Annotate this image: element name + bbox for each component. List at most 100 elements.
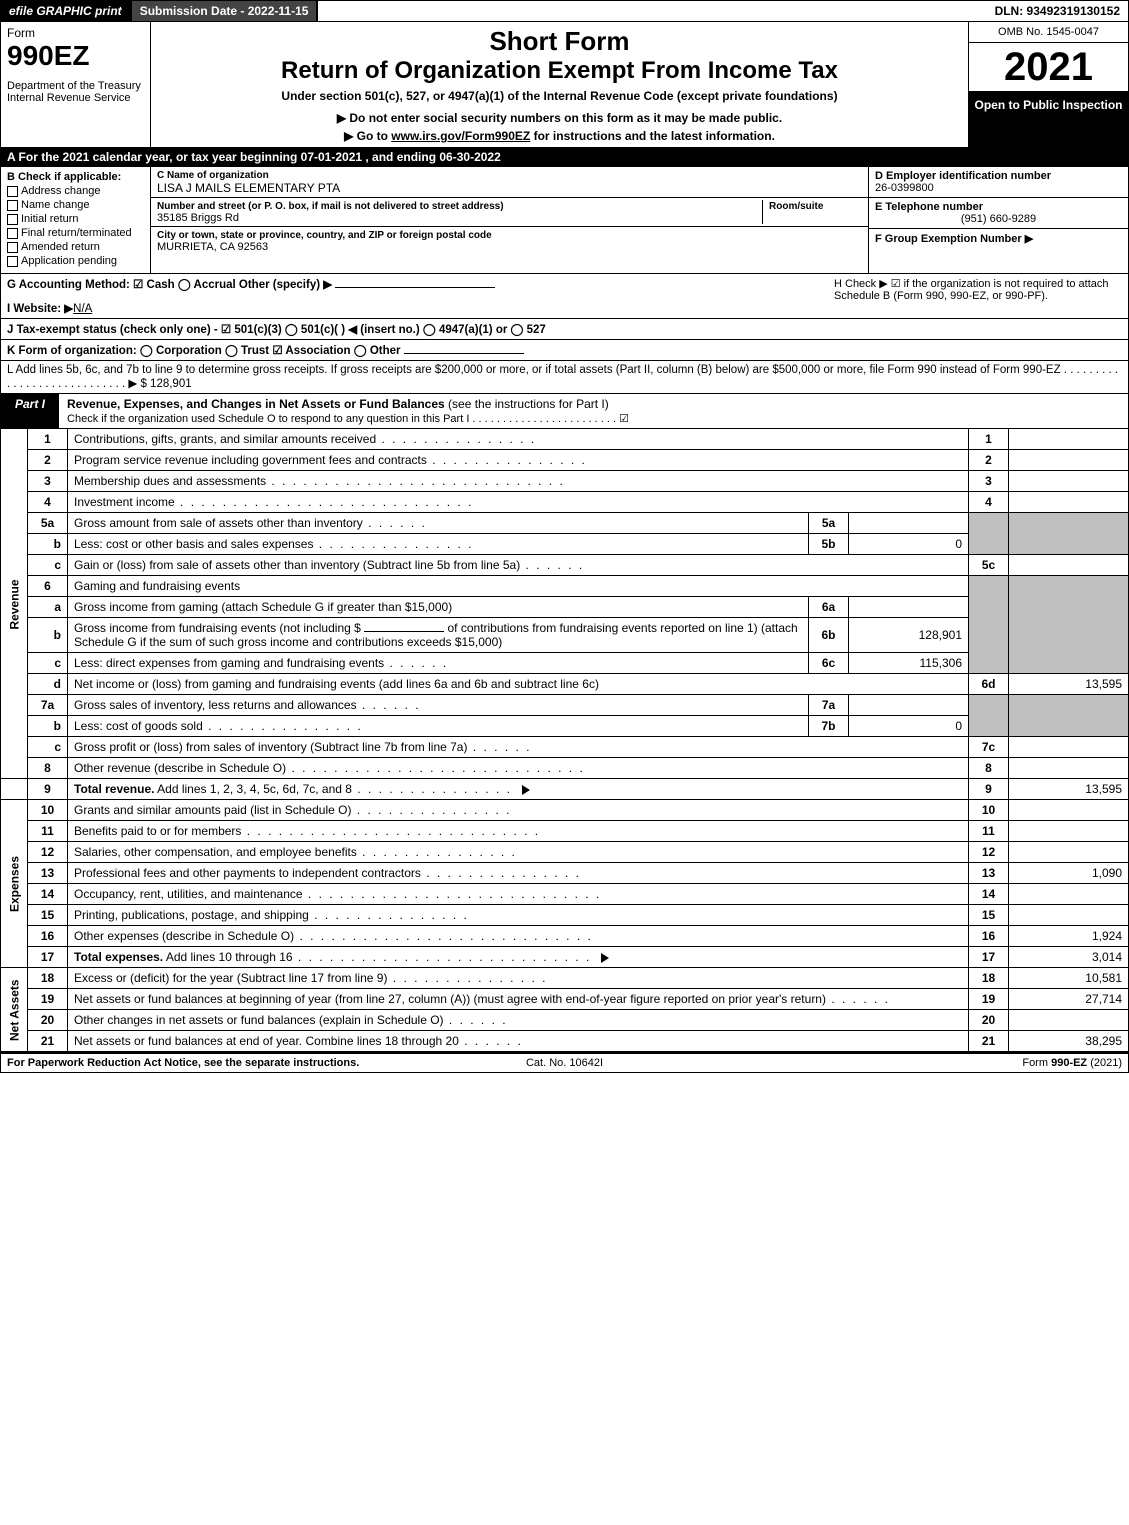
shade-5 xyxy=(969,513,1009,555)
l7c-rn: 7c xyxy=(969,737,1009,758)
l2-rn: 2 xyxy=(969,450,1009,471)
col-gi: G Accounting Method: ☑ Cash ◯ Accrual Ot… xyxy=(1,274,828,318)
footer-right: Form 990-EZ (2021) xyxy=(750,1057,1122,1069)
l19-n: 19 xyxy=(28,989,68,1010)
l8-v xyxy=(1009,758,1129,779)
l17-v: 3,014 xyxy=(1009,947,1129,968)
top-bar: efile GRAPHIC print Submission Date - 20… xyxy=(0,0,1129,22)
j-text: J Tax-exempt status (check only one) - ☑… xyxy=(7,324,546,336)
l14-d: Occupancy, rent, utilities, and maintena… xyxy=(68,884,969,905)
l7c-d: Gross profit or (loss) from sales of inv… xyxy=(68,737,969,758)
l7a-sv xyxy=(849,695,969,716)
line-6b: b Gross income from fundraising events (… xyxy=(1,618,1129,653)
open-to-public: Open to Public Inspection xyxy=(969,92,1128,147)
l11-n: 11 xyxy=(28,821,68,842)
shade-6v xyxy=(1009,576,1129,674)
l6c-d: Less: direct expenses from gaming and fu… xyxy=(68,653,809,674)
shade-7v xyxy=(1009,695,1129,737)
line-13: 13 Professional fees and other payments … xyxy=(1,863,1129,884)
revenue-side-label: Revenue xyxy=(1,429,28,779)
c-name-label: C Name of organization xyxy=(157,170,269,181)
l14-rn: 14 xyxy=(969,884,1009,905)
line-6: 6 Gaming and fundraising events xyxy=(1,576,1129,597)
l5a-sv xyxy=(849,513,969,534)
l12-v xyxy=(1009,842,1129,863)
header-right: OMB No. 1545-0047 2021 Open to Public In… xyxy=(968,22,1128,147)
line-18: Net Assets 18 Excess or (deficit) for th… xyxy=(1,968,1129,989)
c-name-cell: C Name of organization LISA J MAILS ELEM… xyxy=(151,167,868,198)
cb-final-return[interactable]: Final return/terminated xyxy=(7,227,144,239)
d-label: D Employer identification number xyxy=(875,170,1051,182)
l6b-sn: 6b xyxy=(809,618,849,653)
form-title: Return of Organization Exempt From Incom… xyxy=(161,57,958,85)
cb-name-change[interactable]: Name change xyxy=(7,199,144,211)
l5a-n: 5a xyxy=(28,513,68,534)
c-street-row: Number and street (or P. O. box, if mail… xyxy=(151,198,868,227)
cb-application-pending[interactable]: Application pending xyxy=(7,255,144,267)
col-b: B Check if applicable: Address change Na… xyxy=(1,167,151,273)
l15-n: 15 xyxy=(28,905,68,926)
room-suite-label: Room/suite xyxy=(769,201,823,212)
cb-initial-return[interactable]: Initial return xyxy=(7,213,144,225)
line-17: 17 Total expenses. Add lines 10 through … xyxy=(1,947,1129,968)
l6c-sn: 6c xyxy=(809,653,849,674)
line-6a: a Gross income from gaming (attach Sched… xyxy=(1,597,1129,618)
header-left: Form 990EZ Department of the Treasury In… xyxy=(1,22,151,147)
l1-d: Contributions, gifts, grants, and simila… xyxy=(68,429,969,450)
l4-n: 4 xyxy=(28,492,68,513)
l8-rn: 8 xyxy=(969,758,1009,779)
g-accounting: G Accounting Method: ☑ Cash ◯ Accrual Ot… xyxy=(7,279,332,291)
l9-rn: 9 xyxy=(969,779,1009,800)
cb-address-change[interactable]: Address change xyxy=(7,185,144,197)
l6b-d: Gross income from fundraising events (no… xyxy=(68,618,809,653)
l18-v: 10,581 xyxy=(1009,968,1129,989)
l10-rn: 10 xyxy=(969,800,1009,821)
l5c-v xyxy=(1009,555,1129,576)
l7a-sn: 7a xyxy=(809,695,849,716)
l10-n: 10 xyxy=(28,800,68,821)
l16-d: Other expenses (describe in Schedule O) xyxy=(68,926,969,947)
efile-label: efile GRAPHIC print xyxy=(1,1,130,21)
l6d-n: d xyxy=(28,674,68,695)
footer-left: For Paperwork Reduction Act Notice, see … xyxy=(7,1057,379,1069)
footer: For Paperwork Reduction Act Notice, see … xyxy=(0,1052,1129,1073)
l6d-rn: 6d xyxy=(969,674,1009,695)
sub3-pre: ▶ Go to xyxy=(344,129,391,143)
l1-n: 1 xyxy=(28,429,68,450)
line-7a: 7a Gross sales of inventory, less return… xyxy=(1,695,1129,716)
l10-v xyxy=(1009,800,1129,821)
cb-amended-return[interactable]: Amended return xyxy=(7,241,144,253)
form-number: 990EZ xyxy=(7,40,144,72)
c-street-label: Number and street (or P. O. box, if mail… xyxy=(157,201,504,212)
c-city-cell: City or town, state or province, country… xyxy=(151,227,868,255)
org-street: 35185 Briggs Rd xyxy=(157,212,239,224)
l6d-v: 13,595 xyxy=(1009,674,1129,695)
l9-v: 13,595 xyxy=(1009,779,1129,800)
l5c-d: Gain or (loss) from sale of assets other… xyxy=(68,555,969,576)
line-8: 8 Other revenue (describe in Schedule O)… xyxy=(1,758,1129,779)
line-11: 11 Benefits paid to or for members 11 xyxy=(1,821,1129,842)
l6b-sv: 128,901 xyxy=(849,618,969,653)
irs-link[interactable]: www.irs.gov/Form990EZ xyxy=(391,129,530,143)
l17-rn: 17 xyxy=(969,947,1009,968)
line-9: 9 Total revenue. Add lines 1, 2, 3, 4, 5… xyxy=(1,779,1129,800)
l2-n: 2 xyxy=(28,450,68,471)
part1-title: Revenue, Expenses, and Changes in Net As… xyxy=(59,394,1128,428)
l15-v xyxy=(1009,905,1129,926)
col-def: D Employer identification number 26-0399… xyxy=(868,167,1128,273)
line-7b: b Less: cost of goods sold 7b 0 xyxy=(1,716,1129,737)
h-check: H Check ▶ ☑ if the organization is not r… xyxy=(828,274,1128,318)
part1-title-note: (see the instructions for Part I) xyxy=(448,397,609,411)
l3-v xyxy=(1009,471,1129,492)
part1-header: Part I Revenue, Expenses, and Changes in… xyxy=(0,394,1129,429)
l19-d: Net assets or fund balances at beginning… xyxy=(68,989,969,1010)
l18-rn: 18 xyxy=(969,968,1009,989)
l3-rn: 3 xyxy=(969,471,1009,492)
l8-n: 8 xyxy=(28,758,68,779)
part1-tab: Part I xyxy=(1,394,59,428)
form-header: Form 990EZ Department of the Treasury In… xyxy=(0,22,1129,148)
line-6d: d Net income or (loss) from gaming and f… xyxy=(1,674,1129,695)
l11-rn: 11 xyxy=(969,821,1009,842)
l7b-sv: 0 xyxy=(849,716,969,737)
submission-date: Submission Date - 2022-11-15 xyxy=(130,1,319,21)
